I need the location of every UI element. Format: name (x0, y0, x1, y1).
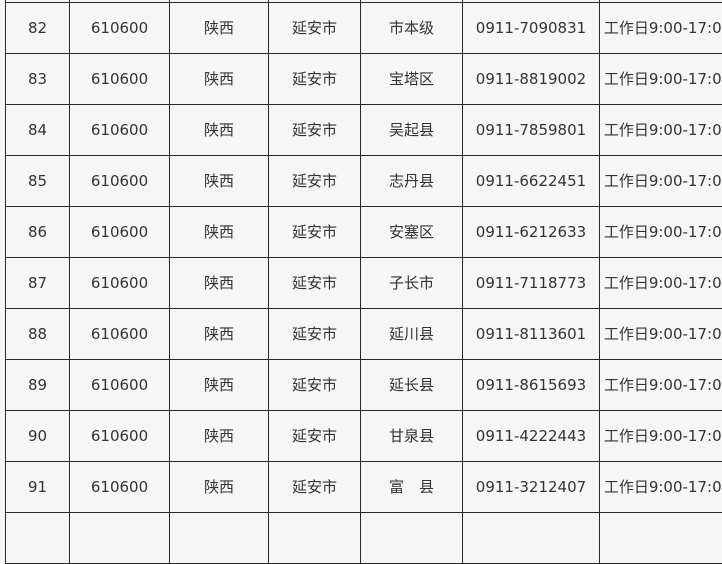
cell-district: 延长县 (361, 360, 463, 411)
cell-phone: 0911-7118773 (463, 258, 600, 309)
cell-district: 宝塔区 (361, 54, 463, 105)
cell-province: 陕西 (170, 309, 269, 360)
cell-phone: 0911-8113601 (463, 309, 600, 360)
cell-city: 延安市 (269, 105, 361, 156)
cell-hours: 工作日9:00-17:00 (600, 105, 722, 156)
cell-zip: 610600 (70, 3, 170, 54)
cell-zip: 610600 (70, 360, 170, 411)
cell-no: 90 (6, 411, 70, 462)
cell-no: 89 (6, 360, 70, 411)
cell-no: 83 (6, 54, 70, 105)
cell-hours: 工作日9:00-17:00 (600, 360, 722, 411)
cell-hours: 工作日9:00-17:00 (600, 207, 722, 258)
cell-no: 86 (6, 207, 70, 258)
cell-phone: 0911-6622451 (463, 156, 600, 207)
cell-zip: 610600 (70, 309, 170, 360)
cell-city: 延安市 (269, 462, 361, 513)
cell-city: 延安市 (269, 156, 361, 207)
cell-no: 87 (6, 258, 70, 309)
cell-province: 陕西 (170, 360, 269, 411)
cell-no: 85 (6, 156, 70, 207)
cell-province: 陕西 (170, 207, 269, 258)
cell-district: 市本级 (361, 3, 463, 54)
cell-hours: 工作日9:00-17:00 (600, 156, 722, 207)
cell-hours: 工作日9:00-17:00 (600, 3, 722, 54)
cell-no: 91 (6, 462, 70, 513)
cell-phone: 0911-3212407 (463, 462, 600, 513)
cell-hours: 工作日9:00-17:00 (600, 309, 722, 360)
cell-city: 延安市 (269, 360, 361, 411)
cell-hours (600, 513, 722, 564)
cell-phone: 0911-4222443 (463, 411, 600, 462)
cell-city (269, 513, 361, 564)
cell-zip: 610600 (70, 258, 170, 309)
cell-province: 陕西 (170, 156, 269, 207)
cell-city: 延安市 (269, 207, 361, 258)
cell-city: 延安市 (269, 3, 361, 54)
cell-district: 富 县 (361, 462, 463, 513)
cell-zip: 610600 (70, 54, 170, 105)
cell-phone: 0911-7859801 (463, 105, 600, 156)
cell-province: 陕西 (170, 258, 269, 309)
cell-zip: 610600 (70, 207, 170, 258)
cell-hours: 工作日9:00-17:00 (600, 411, 722, 462)
table-row (6, 513, 722, 564)
cell-district: 安塞区 (361, 207, 463, 258)
cell-province (170, 513, 269, 564)
cell-hours: 工作日9:00-17:00 (600, 54, 722, 105)
cell-zip: 610600 (70, 105, 170, 156)
cell-zip: 610600 (70, 411, 170, 462)
cell-district: 延川县 (361, 309, 463, 360)
cell-province: 陕西 (170, 54, 269, 105)
cell-no: 82 (6, 3, 70, 54)
cell-city: 延安市 (269, 411, 361, 462)
cell-district (361, 513, 463, 564)
cell-city: 延安市 (269, 309, 361, 360)
cell-no (6, 513, 70, 564)
cell-zip (70, 513, 170, 564)
cell-no: 84 (6, 105, 70, 156)
cell-district: 吴起县 (361, 105, 463, 156)
cell-district: 子长市 (361, 258, 463, 309)
cell-no: 88 (6, 309, 70, 360)
cell-phone: 0911-8819002 (463, 54, 600, 105)
cell-phone: 0911-7090831 (463, 3, 600, 54)
cell-zip: 610600 (70, 156, 170, 207)
cell-province: 陕西 (170, 3, 269, 54)
cell-phone (463, 513, 600, 564)
cell-province: 陕西 (170, 411, 269, 462)
cell-zip: 610600 (70, 462, 170, 513)
cell-province: 陕西 (170, 462, 269, 513)
cell-city: 延安市 (269, 54, 361, 105)
cell-phone: 0911-8615693 (463, 360, 600, 411)
cell-hours: 工作日9:00-17:00 (600, 462, 722, 513)
cell-phone: 0911-6212633 (463, 207, 600, 258)
cell-district: 甘泉县 (361, 411, 463, 462)
cell-hours: 工作日9:00-17:00 (600, 258, 722, 309)
cell-city: 延安市 (269, 258, 361, 309)
cell-province: 陕西 (170, 105, 269, 156)
cell-district: 志丹县 (361, 156, 463, 207)
